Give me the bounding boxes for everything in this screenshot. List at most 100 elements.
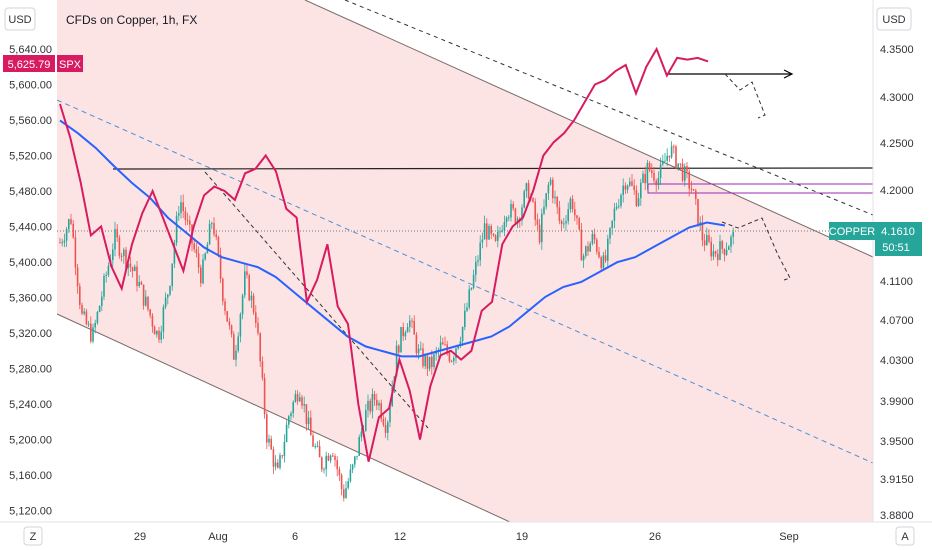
candle-body (158, 330, 160, 340)
zoom-button[interactable] (23, 526, 43, 546)
candle-body (508, 217, 510, 219)
left-axis-tick: 5,320.00 (9, 328, 52, 340)
candle-body (228, 321, 231, 326)
candle-body (549, 179, 552, 185)
currency-right-label: USD (882, 14, 905, 26)
candle-body (349, 469, 352, 482)
candle-body (285, 424, 288, 442)
candle-body (178, 213, 180, 216)
left-axis-tick: 5,640.00 (9, 44, 52, 56)
candle-body (455, 348, 457, 358)
candle-body (688, 171, 690, 189)
candle-body (125, 249, 127, 269)
candle-body (677, 163, 679, 169)
copper-name-badge (829, 222, 875, 240)
left-axis-tick: 5,480.00 (9, 186, 52, 198)
candle-body (631, 181, 633, 186)
candle-body (582, 255, 585, 261)
candle-body (433, 354, 435, 367)
right-axis-tick: 3.9500 (880, 436, 914, 448)
candle-body (151, 315, 154, 327)
time-axis-tick: 6 (292, 531, 298, 543)
spx-projection-path (724, 73, 766, 119)
candle-body (351, 464, 354, 470)
candle-body (266, 414, 268, 443)
candle-body (706, 235, 708, 246)
candle-body (684, 166, 686, 181)
copper-projection-path (721, 217, 791, 281)
candle-body (290, 413, 292, 417)
candle-body (248, 275, 250, 301)
candle-body (534, 201, 536, 220)
candle-body (417, 348, 420, 354)
candle-body (431, 356, 433, 367)
time-axis-tick: 19 (516, 531, 528, 543)
right-axis-tick: 3.9150 (880, 474, 914, 486)
candle-body (246, 271, 248, 276)
candle-body (622, 185, 624, 195)
candle-body (94, 322, 96, 328)
candle-body (395, 345, 398, 377)
candle-body (442, 342, 444, 345)
candle-body (299, 397, 301, 402)
candle-body (303, 404, 305, 406)
candle-body (554, 196, 556, 199)
left-axis-tick: 5,560.00 (9, 115, 52, 127)
right-axis-tick: 4.3000 (880, 92, 914, 104)
candle-body (72, 223, 74, 238)
candle-body (439, 342, 442, 351)
candle-body (156, 330, 158, 335)
candle-body (373, 394, 376, 400)
candle-body (450, 361, 453, 363)
candle-body (538, 224, 541, 243)
candle-body (624, 185, 627, 190)
candle-body (204, 253, 206, 260)
channel-lower-line (56, 313, 511, 523)
candle-body (653, 173, 655, 181)
candle-body (294, 394, 297, 402)
candle-body (629, 181, 631, 186)
candle-body (345, 487, 347, 499)
candle-body (354, 456, 356, 465)
candle-body (310, 417, 312, 436)
candle-body (74, 237, 77, 268)
candle-body (640, 182, 642, 199)
candle-body (378, 403, 380, 406)
candle-body (329, 455, 332, 461)
candle-body (587, 246, 589, 252)
candle-body (560, 220, 563, 224)
candle-body (283, 441, 286, 457)
candle-body (673, 146, 675, 148)
time-axis[interactable]: 29 Aug 6 12 19 26 Sep (134, 531, 799, 543)
candle-body (118, 237, 121, 256)
candle-body (675, 146, 677, 169)
candle-body (96, 311, 99, 323)
candle-body (648, 162, 651, 171)
candle-body (182, 202, 184, 212)
candle-body (598, 251, 600, 258)
candle-body (692, 189, 695, 191)
candle-body (63, 240, 66, 243)
auto-scale-button[interactable] (895, 526, 915, 546)
candle-body (85, 311, 88, 325)
candle-body (501, 230, 503, 232)
time-axis-tick: Sep (779, 531, 799, 543)
candle-body (525, 183, 528, 192)
candle-body (164, 297, 167, 308)
candle-body (380, 403, 382, 420)
right-axis-tick: 4.2500 (880, 138, 914, 150)
currency-right-box[interactable] (876, 7, 912, 31)
left-axis-tick: 5,520.00 (9, 151, 52, 163)
candle-body (719, 241, 721, 260)
candle-body (664, 160, 666, 162)
candle-body (626, 185, 629, 190)
resistance-line (112, 167, 874, 170)
candle-body (292, 401, 294, 414)
right-axis[interactable]: 4.35004.30004.25004.20004.15004.11004.07… (880, 44, 914, 522)
right-axis-tick: 4.2000 (880, 185, 914, 197)
left-axis[interactable]: 5,640.00 5,600.00 5,560.00 5,520.00 5,480.00… (9, 44, 52, 518)
candle-body (618, 205, 620, 207)
candle-body (314, 446, 316, 448)
currency-left-box[interactable] (4, 7, 36, 31)
